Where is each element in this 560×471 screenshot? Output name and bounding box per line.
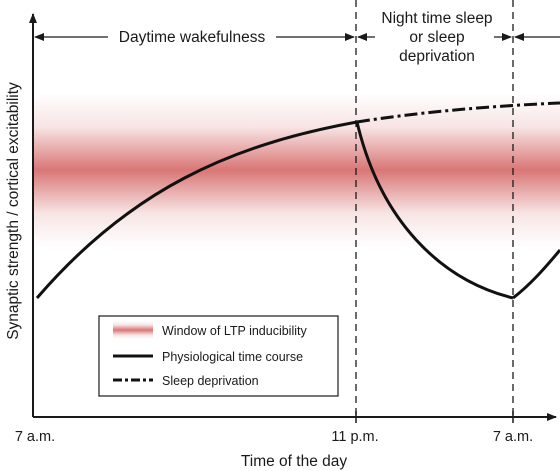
x-axis-label: Time of the day [241,453,348,470]
ltp-window-band [33,93,560,247]
legend: Window of LTP inducibility Physiological… [98,315,339,397]
legend-deprivation-label: Sleep deprivation [162,374,259,388]
night-period-label-line2: or sleep [409,29,464,46]
night-period-label-line3: deprivation [399,48,475,65]
x-tick-label-end: 7 a.m. [493,429,533,445]
legend-ltp-label: Window of LTP inducibility [162,324,307,338]
sleep-decline-curve [355,121,514,300]
wake-rise-curve [35,120,358,299]
y-axis-label: Synaptic strength / cortical excitabilit… [5,82,22,340]
legend-ltp-swatch [113,321,153,339]
night-period-label-line1: Night time sleep [381,10,492,27]
next-day-rise-curve [512,249,560,300]
day-period-label: Daytime wakefulness [119,29,266,46]
x-tick-label-start: 7 a.m. [15,429,55,445]
x-tick-label-mid: 11 p.m. [331,429,378,445]
legend-physiological-label: Physiological time course [162,350,303,364]
sleep-deprivation-curve [356,101,560,124]
